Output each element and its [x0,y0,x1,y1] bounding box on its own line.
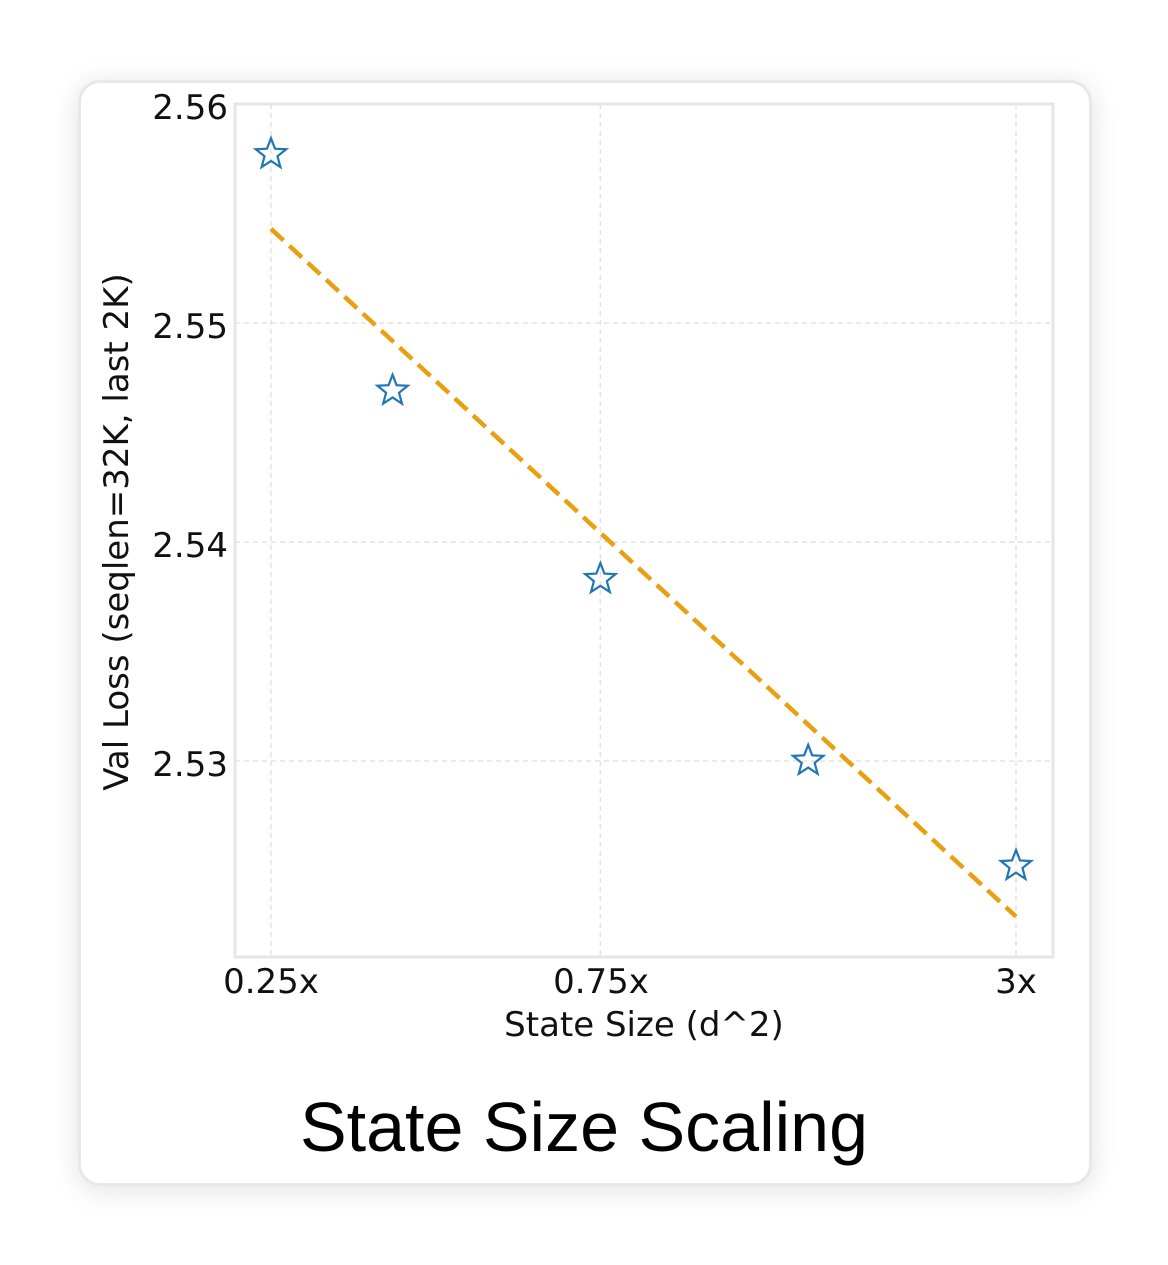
chart-title: State Size Scaling [299,1088,869,1166]
fit-line-group [269,227,1018,919]
data-point-star [790,741,827,777]
gridlines [235,104,1053,957]
data-point-star [997,846,1035,882]
data-point-star [252,135,290,170]
fit-line [269,227,1018,919]
data-point-star [374,371,411,407]
data-points [252,135,1035,882]
x-tick-label: 0.25x [223,962,319,1002]
y-tick-label: 2.54 [152,526,228,566]
data-point-star [582,559,619,595]
y-tick-label: 2.53 [152,745,228,785]
y-tick-label: 2.55 [152,307,228,347]
plot-frame [233,102,1055,959]
y-tick-label: 2.56 [152,88,228,128]
x-axis-label: State Size (d^2) [504,1005,784,1045]
y-axis-label: Val Loss (seqlen=32K, last 2K) [97,273,137,790]
x-tick-label: 3x [995,962,1037,1002]
chart-card [78,80,1092,1186]
x-tick-label: 0.75x [553,962,649,1002]
